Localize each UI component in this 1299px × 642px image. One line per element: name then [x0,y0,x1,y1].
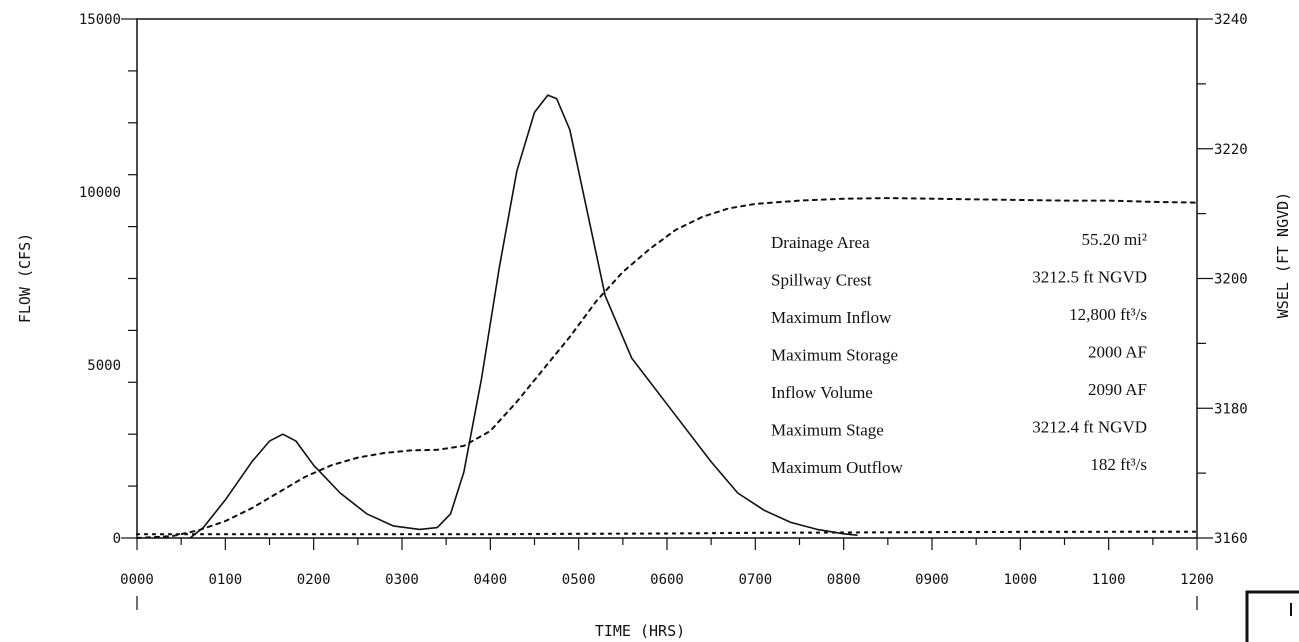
x-tick-label: 0900 [915,572,949,588]
y-right-tick-label: 3200 [1214,272,1248,288]
y-left-axis-title: FLOW (CFS) [16,233,34,323]
x-tick-label: 0100 [208,572,242,588]
x-axis-title: TIME (HRS) [595,622,685,640]
x-tick-label: 1100 [1092,572,1126,588]
x-tick-label: 1200 [1180,572,1214,588]
info-label: Maximum Inflow [771,308,892,327]
outflow-hydrograph-line [135,530,1199,536]
y-left-tick-label: 10000 [79,185,121,201]
info-label: Spillway Crest [771,271,872,290]
x-tick-label: 0800 [827,572,861,588]
info-label: Maximum Storage [771,346,898,365]
info-value: 55.20 mi² [1081,230,1147,249]
info-label: Maximum Stage [771,421,884,440]
x-tick-label: 0600 [650,572,684,588]
x-tick-label: 0000 [120,572,154,588]
info-value: 3212.5 ft NGVD [1032,268,1147,287]
reservoir-info-table: Drainage Area 55.20 mi² Spillway Crest 3212… [771,230,1147,477]
info-value: 2090 AF [1088,380,1147,399]
y-right-tick-label: 3160 [1214,531,1248,547]
info-value: 182 ft³/s [1090,455,1147,474]
x-tick-label: 0500 [562,572,596,588]
x-tick-label: 0400 [473,572,507,588]
y-left-tick-label: 5000 [87,358,121,374]
x-tick-label: 0200 [297,572,331,588]
info-label: Inflow Volume [771,383,873,402]
corner-box-fragment [1245,590,1299,642]
info-value: 12,800 ft³/s [1069,305,1147,324]
x-tick-label: 1000 [1003,572,1037,588]
y-right-axis-title: WSEL (FT NGVD) [1274,192,1292,318]
info-value: 2000 AF [1088,343,1147,362]
y-left-tick-label: 0 [113,531,121,547]
y-right-tick-label: 3240 [1214,12,1248,28]
info-value: 3212.4 ft NGVD [1032,418,1147,437]
info-label: Maximum Outflow [771,458,903,477]
y-right-tick-label: 3180 [1214,401,1248,417]
y-left-tick-label: 15000 [79,12,121,28]
water-surface-elevation-line [136,197,1198,539]
info-label: Drainage Area [771,233,870,252]
x-tick-label: 0300 [385,572,419,588]
inflow-hydrograph-line [189,94,858,539]
x-tick-label: 0700 [738,572,772,588]
y-right-tick-label: 3220 [1214,142,1248,158]
